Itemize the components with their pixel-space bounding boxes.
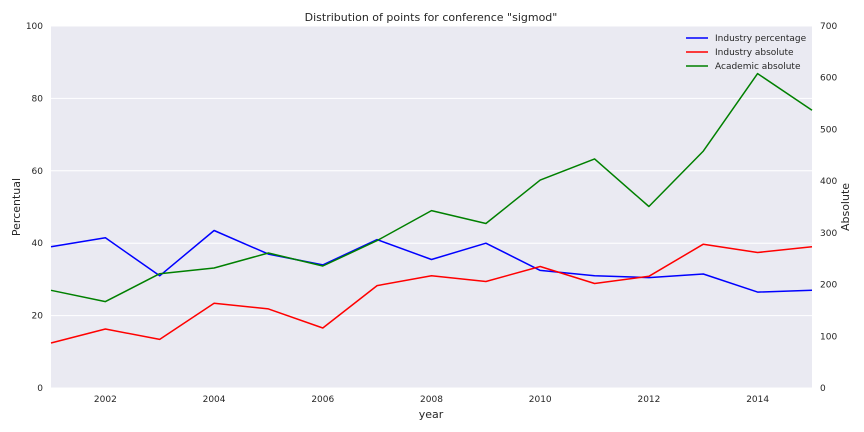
legend-label-industry-absolute: Industry absolute bbox=[715, 48, 794, 58]
plot-background bbox=[51, 26, 812, 388]
right-y-tick-label: 600 bbox=[820, 74, 837, 84]
left-y-tick-label: 80 bbox=[32, 94, 44, 104]
left-y-tick-label: 20 bbox=[32, 312, 44, 322]
x-tick-label: 2006 bbox=[311, 395, 334, 405]
x-tick-label: 2004 bbox=[203, 395, 226, 405]
right-y-axis-ticks: 0 100 200 300 400 500 600 700 bbox=[820, 22, 837, 394]
x-axis-ticks: 2002 2004 2006 2008 2010 2012 2014 bbox=[94, 395, 769, 405]
left-y-tick-label: 100 bbox=[26, 22, 43, 32]
series-line-academic-absolute bbox=[50, 72, 813, 303]
chart-title: Distribution of points for conference "s… bbox=[305, 11, 558, 24]
series-line-industry-absolute bbox=[50, 243, 813, 344]
right-y-tick-label: 700 bbox=[820, 22, 837, 32]
series-line-industry-percentage bbox=[50, 229, 813, 293]
x-tick-label: 2010 bbox=[529, 395, 552, 405]
left-y-axis-ticks: 0 20 40 60 80 100 bbox=[26, 22, 43, 394]
gridlines bbox=[51, 25, 812, 389]
right-y-tick-label: 300 bbox=[820, 229, 837, 239]
left-y-tick-label: 0 bbox=[37, 384, 43, 394]
legend-label-academic-absolute: Academic absolute bbox=[715, 62, 801, 72]
series-lines bbox=[50, 72, 813, 344]
left-y-tick-label: 60 bbox=[32, 167, 44, 177]
x-axis-label: year bbox=[419, 408, 444, 421]
right-y-tick-label: 400 bbox=[820, 177, 837, 187]
right-y-tick-label: 0 bbox=[820, 384, 826, 394]
right-y-tick-label: 100 bbox=[820, 332, 837, 342]
x-tick-label: 2002 bbox=[94, 395, 117, 405]
right-y-axis-label: Absolute bbox=[839, 183, 852, 231]
right-y-tick-label: 500 bbox=[820, 125, 837, 135]
legend-label-industry-percentage: Industry percentage bbox=[715, 34, 807, 44]
x-tick-label: 2012 bbox=[637, 395, 660, 405]
x-tick-label: 2014 bbox=[746, 395, 769, 405]
left-y-tick-label: 40 bbox=[32, 239, 44, 249]
left-y-axis-label: Percentual bbox=[10, 178, 23, 236]
legend: Industry percentage Industry absolute Acad… bbox=[686, 34, 807, 72]
x-tick-label: 2008 bbox=[420, 395, 443, 405]
right-y-tick-label: 200 bbox=[820, 281, 837, 291]
